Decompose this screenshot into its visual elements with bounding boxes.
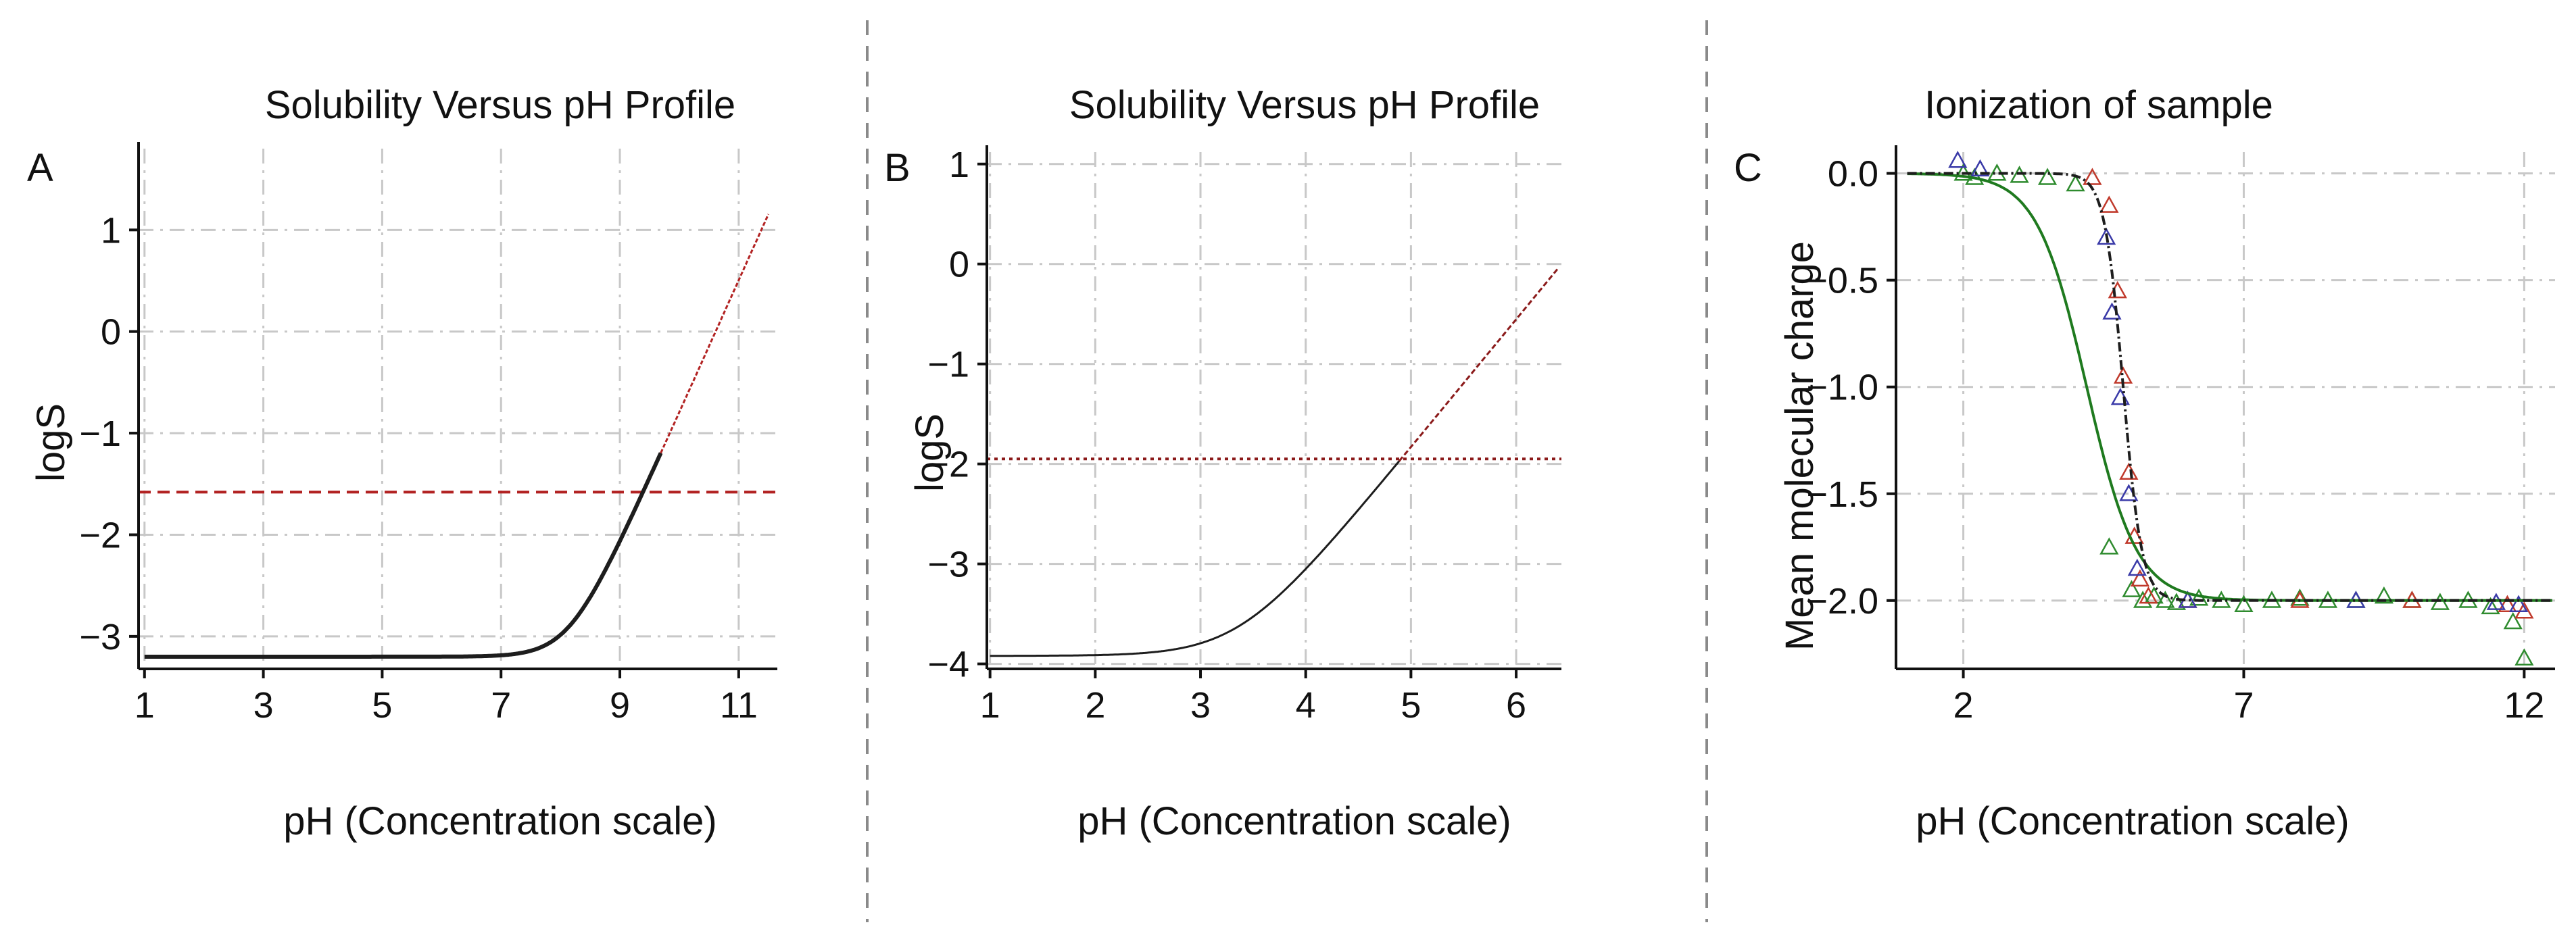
- panel-b-letter: B: [884, 146, 910, 190]
- a-ytick-label-4: 1: [101, 210, 121, 251]
- c-triangle-2-25: [2514, 648, 2534, 666]
- panel-a-ticks: 1 3 5 7 9 11 −3 −2 −1 0 1: [79, 210, 757, 726]
- c-triangle-2-24: [2503, 611, 2523, 630]
- b-xtick-label-3: 4: [1296, 685, 1316, 726]
- panel-c-title: Ionization of sample: [1924, 83, 2273, 127]
- a-xtick-label-1: 3: [253, 685, 274, 726]
- c-triangle-4-10: [2508, 595, 2529, 613]
- c-triangle-3-6: [2130, 569, 2150, 587]
- c-triangle-4-3: [2102, 302, 2122, 320]
- b-xtick-label-5: 6: [1506, 685, 1526, 726]
- c-triangle-2-10: [2156, 591, 2175, 608]
- c-ytick-label-0: 0.0: [1828, 154, 1878, 195]
- panel-b-title: Solubility Versus pH Profile: [1069, 83, 1540, 127]
- c-triangle-3-0: [2083, 168, 2102, 185]
- panel-b-grid: [987, 152, 1561, 669]
- c-triangle-2-23: [2481, 597, 2500, 615]
- c-ytick-label-1: −0.5: [1806, 261, 1878, 301]
- a-logs-curve-upper: [660, 214, 770, 454]
- c-triangle-3-2: [2108, 280, 2127, 299]
- panel-b-ylabel: logS: [908, 413, 952, 492]
- panel-c-series: [1907, 151, 2552, 666]
- c-triangle-4-0: [1948, 151, 1968, 168]
- panel-a-ylabel: logS: [29, 403, 73, 482]
- b-logs-curve-lower: [990, 460, 1401, 657]
- c-triangle-2-14: [2234, 595, 2254, 613]
- c-triangle-3-1: [2099, 195, 2119, 213]
- c-triangle-2-4: [2037, 168, 2058, 185]
- c-triangle-2-11: [2166, 593, 2187, 610]
- a-logs-curve-lower: [144, 452, 663, 659]
- panel-b-xlabel: pH (Concentration scale): [1077, 799, 1511, 843]
- c-ytick-label-3: −1.5: [1806, 474, 1878, 515]
- c-triangle-2-21: [2430, 593, 2450, 610]
- c-triangle-3-4: [2119, 462, 2139, 480]
- a-xtick-label-3: 7: [491, 685, 511, 726]
- a-xtick-label-4: 9: [610, 685, 630, 726]
- panel-c-grid: [1896, 152, 2555, 669]
- c-xtick-label-2: 12: [2504, 685, 2544, 726]
- a-xtick-label-5: 11: [720, 685, 758, 726]
- panel-c-xlabel: pH (Concentration scale): [1916, 799, 2350, 843]
- panel-a-series: [139, 214, 777, 659]
- c-triangle-4-2: [2097, 227, 2116, 245]
- c-triangle-2-5: [2066, 174, 2085, 192]
- b-ytick-label-2: −2: [927, 445, 969, 485]
- panel-a-title: Solubility Versus pH Profile: [265, 83, 735, 127]
- panel-c-letter: C: [1734, 146, 1762, 190]
- c-ytick-label-2: −1.0: [1806, 368, 1878, 408]
- c-black-curve: [1907, 172, 2552, 602]
- c-triangle-3-11: [2498, 595, 2517, 613]
- c-xtick-label-0: 2: [1953, 685, 1974, 726]
- panel-a: 1 3 5 7 9 11 −3 −2 −1 0 1 Solubility Versus pH Pro…: [27, 83, 777, 843]
- b-xtick-label-0: 1: [980, 685, 1000, 726]
- a-ytick-label-1: −2: [79, 515, 121, 555]
- a-ytick-label-0: −3: [79, 617, 121, 657]
- panel-b-axes: [986, 145, 1561, 670]
- panel-c-axes: [1895, 145, 2555, 670]
- b-xtick-label-1: 2: [1085, 685, 1105, 726]
- c-triangle-3-12: [2514, 601, 2534, 619]
- panel-b-series: [987, 267, 1561, 657]
- panel-a-letter: A: [27, 146, 53, 190]
- panel-c-ylabel: Mean molecular charge: [1778, 241, 1822, 651]
- panel-b-ticks: 1 2 3 4 5 6 −4 −3 −2 −1 0 1: [927, 145, 1526, 726]
- a-ytick-label-2: −1: [79, 413, 121, 454]
- panel-b: 1 2 3 4 5 6 −4 −3 −2 −1 0 1 Solubility Versus pH Pr…: [884, 83, 1561, 843]
- b-ytick-label-0: −4: [927, 645, 969, 685]
- c-triangle-3-7: [2139, 586, 2158, 604]
- b-ytick-label-1: −3: [927, 545, 969, 585]
- c-triangle-2-6: [2099, 537, 2119, 555]
- c-triangle-4-9: [2486, 593, 2506, 610]
- c-triangle-2-19: [2374, 586, 2394, 604]
- b-ytick-label-5: 1: [949, 145, 969, 185]
- c-xtick-label-1: 7: [2233, 685, 2254, 726]
- b-ytick-label-3: −1: [927, 345, 969, 385]
- c-triangle-2-16: [2290, 588, 2310, 606]
- panel-a-xlabel: pH (Concentration scale): [283, 799, 717, 843]
- a-ytick-label-3: 0: [101, 312, 121, 353]
- c-triangle-2-7: [2122, 580, 2141, 597]
- b-ytick-label-4: 0: [949, 245, 969, 285]
- b-xtick-label-4: 5: [1401, 685, 1421, 726]
- c-triangle-4-4: [2110, 387, 2131, 405]
- c-triangle-4-1: [1970, 159, 1990, 177]
- a-xtick-label-2: 5: [372, 685, 392, 726]
- c-ytick-label-4: −2.0: [1806, 581, 1878, 622]
- c-triangle-4-6: [2127, 558, 2147, 576]
- a-xtick-label-0: 1: [135, 685, 155, 726]
- b-xtick-label-2: 3: [1190, 685, 1211, 726]
- panel-c-ticks: 2 7 12 0.0 −0.5 −1.0 −1.5 −2.0: [1806, 154, 2544, 726]
- panel-c: 2 7 12 0.0 −0.5 −1.0 −1.5 −2.0 Ionization of sa…: [1734, 83, 2555, 843]
- b-logs-curve-upper: [1398, 267, 1559, 462]
